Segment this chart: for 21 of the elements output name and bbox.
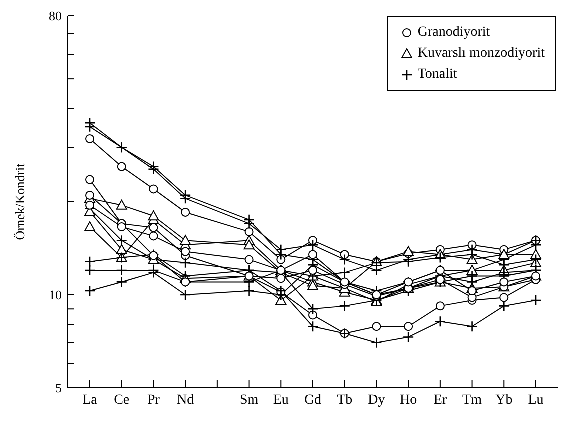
x-tick-label: Dy (368, 392, 386, 408)
x-tick-label: Er (434, 392, 448, 408)
x-tick-label: Tb (337, 392, 353, 408)
x-tick-label: Tm (462, 392, 482, 408)
x-tick-label: Pr (147, 392, 160, 408)
x-tick-label: Ce (114, 392, 130, 408)
x-tick-label: La (82, 392, 98, 408)
legend-label: Granodiyorit (418, 25, 490, 41)
x-tick-label: Ho (400, 392, 418, 408)
x-tick-label: Lu (528, 392, 544, 408)
y-tick-label: 10 (49, 288, 62, 303)
x-tick-label: Sm (240, 392, 259, 408)
x-tick-label: Nd (177, 392, 194, 408)
x-tick-label: Yb (496, 392, 513, 408)
legend-label: Kuvarslı monzodiyorit (418, 46, 545, 62)
x-tick-label: Gd (304, 392, 322, 408)
legend-label: Tonalit (418, 67, 458, 83)
y-tick-label: 5 (56, 380, 62, 396)
y-axis-title: Örnek/Kondrit (12, 163, 28, 240)
x-tick-label: Eu (273, 392, 289, 408)
y-tick-label: 80 (49, 8, 62, 24)
